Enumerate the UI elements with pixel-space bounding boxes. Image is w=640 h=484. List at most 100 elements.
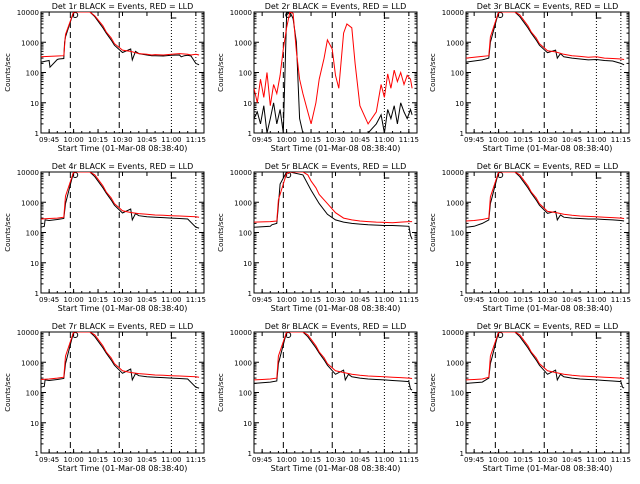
plot-frame — [253, 331, 418, 454]
y-axis-label: Counts/sec — [429, 213, 437, 252]
x-tick-label: 11:15 — [186, 136, 206, 144]
lld-series-line — [466, 332, 625, 381]
y-tick-label: 10000 — [230, 169, 252, 177]
plot-frame — [40, 11, 205, 134]
x-tick-label: 09:45 — [252, 456, 272, 464]
plot-frame — [40, 331, 205, 454]
x-tick-label: 11:15 — [611, 296, 631, 304]
lld-series-line — [41, 332, 200, 380]
lld-series-line — [466, 172, 625, 222]
x-tick-label: 10:45 — [562, 456, 582, 464]
y-tick-label: 10000 — [442, 169, 464, 177]
y-tick-label: 10000 — [17, 9, 39, 17]
y-tick-label: 10 — [30, 420, 39, 428]
y-tick-label: 1 — [248, 130, 252, 138]
x-tick-label: 10:15 — [301, 456, 321, 464]
plot-frame — [465, 171, 630, 294]
panel-title: Det 4r BLACK = Events, RED = LLD — [52, 162, 194, 171]
x-tick-label: 11:00 — [161, 456, 181, 464]
lld-series-line — [254, 332, 413, 381]
x-tick-label: 10:15 — [88, 136, 108, 144]
x-tick-label: 11:15 — [399, 456, 419, 464]
x-tick-label: 09:45 — [252, 296, 272, 304]
detector-panel-3: 1 10 100 1000 10000 09:45 10:00 10:15 10:30 10:45… — [429, 2, 631, 153]
x-tick-label: 10:00 — [64, 136, 84, 144]
y-axis-label: Counts/sec — [217, 213, 225, 252]
y-tick-label: 100 — [451, 390, 464, 398]
x-tick-label: 10:00 — [64, 456, 84, 464]
y-axis-label: Counts/sec — [429, 373, 437, 412]
y-tick-label: 1 — [460, 130, 464, 138]
x-tick-label: 10:15 — [88, 456, 108, 464]
bracket-marker — [383, 333, 390, 339]
y-tick-label: 100 — [26, 70, 39, 78]
bracket-marker — [595, 13, 602, 19]
x-tick-label: 10:30 — [325, 136, 345, 144]
lld-series-line — [466, 12, 625, 60]
x-tick-label: 10:45 — [350, 296, 370, 304]
detector-panel-9: 1 10 100 1000 10000 09:45 10:00 10:15 10:30 10:45… — [429, 322, 631, 473]
x-tick-label: 10:15 — [301, 136, 321, 144]
y-tick-label: 10000 — [17, 169, 39, 177]
y-tick-label: 10 — [455, 100, 464, 108]
y-tick-label: 1000 — [446, 359, 464, 367]
x-tick-label: 11:00 — [161, 136, 181, 144]
y-tick-label: 1 — [35, 290, 39, 298]
plot-frame — [253, 171, 418, 294]
y-tick-label: 1000 — [446, 199, 464, 207]
bracket-marker — [170, 13, 177, 19]
detector-panel-6: 1 10 100 1000 10000 09:45 10:00 10:15 10:30 10:45… — [429, 162, 631, 313]
x-tick-label: 10:30 — [112, 296, 132, 304]
y-tick-label: 100 — [26, 390, 39, 398]
x-tick-label: 10:15 — [301, 296, 321, 304]
x-tick-label: 11:00 — [374, 456, 394, 464]
plot-frame — [465, 11, 630, 134]
x-tick-label: 09:45 — [252, 136, 272, 144]
detector-panel-5: 1 10 100 1000 10000 09:45 10:00 10:15 10:30 10:45… — [217, 162, 419, 313]
lld-series-line — [254, 172, 413, 224]
detector-panel-2: 1 10 100 1000 10000 09:45 10:00 10:15 10:30 10:45… — [217, 2, 419, 153]
x-axis-label: Start Time (01-Mar-08 08:38:40) — [483, 464, 613, 473]
lld-series-line — [254, 12, 413, 125]
x-tick-label: 10:15 — [88, 296, 108, 304]
y-tick-label: 1000 — [446, 39, 464, 47]
x-tick-label: 10:15 — [513, 296, 533, 304]
x-axis-label: Start Time (01-Mar-08 08:38:40) — [271, 304, 401, 313]
y-tick-label: 1000 — [234, 39, 252, 47]
detector-panel-4: 1 10 100 1000 10000 09:45 10:00 10:15 10:30 10:45… — [4, 162, 206, 313]
y-tick-label: 10000 — [17, 329, 39, 337]
bracket-marker — [170, 333, 177, 339]
x-tick-label: 11:15 — [399, 296, 419, 304]
y-tick-label: 100 — [451, 70, 464, 78]
x-tick-label: 09:45 — [39, 456, 59, 464]
y-tick-label: 1 — [248, 450, 252, 458]
x-tick-label: 09:45 — [39, 136, 59, 144]
x-axis-label: Start Time (01-Mar-08 08:38:40) — [58, 464, 188, 473]
panel-title: Det 1r BLACK = Events, RED = LLD — [52, 2, 194, 11]
plot-frame — [40, 171, 205, 294]
y-axis-label: Counts/sec — [4, 373, 12, 412]
x-tick-label: 10:30 — [537, 296, 557, 304]
events-series-line — [41, 172, 200, 229]
x-tick-label: 10:45 — [137, 456, 157, 464]
x-tick-label: 10:00 — [64, 296, 84, 304]
x-tick-label: 11:15 — [186, 456, 206, 464]
y-tick-label: 1000 — [21, 39, 39, 47]
y-tick-label: 10 — [243, 100, 252, 108]
y-axis-label: Counts/sec — [4, 53, 12, 92]
bracket-marker — [383, 13, 390, 19]
x-axis-label: Start Time (01-Mar-08 08:38:40) — [483, 144, 613, 153]
x-tick-label: 11:15 — [611, 136, 631, 144]
lld-series-line — [41, 12, 200, 58]
panel-title: Det 6r BLACK = Events, RED = LLD — [477, 162, 619, 171]
x-axis-label: Start Time (01-Mar-08 08:38:40) — [58, 144, 188, 153]
x-tick-label: 10:30 — [325, 296, 345, 304]
panel-title: Det 2r BLACK = Events, RED = LLD — [265, 2, 407, 11]
y-tick-label: 100 — [239, 230, 252, 238]
y-tick-label: 100 — [239, 70, 252, 78]
y-tick-label: 10 — [455, 420, 464, 428]
y-tick-label: 10 — [30, 260, 39, 268]
plot-frame — [465, 331, 630, 454]
